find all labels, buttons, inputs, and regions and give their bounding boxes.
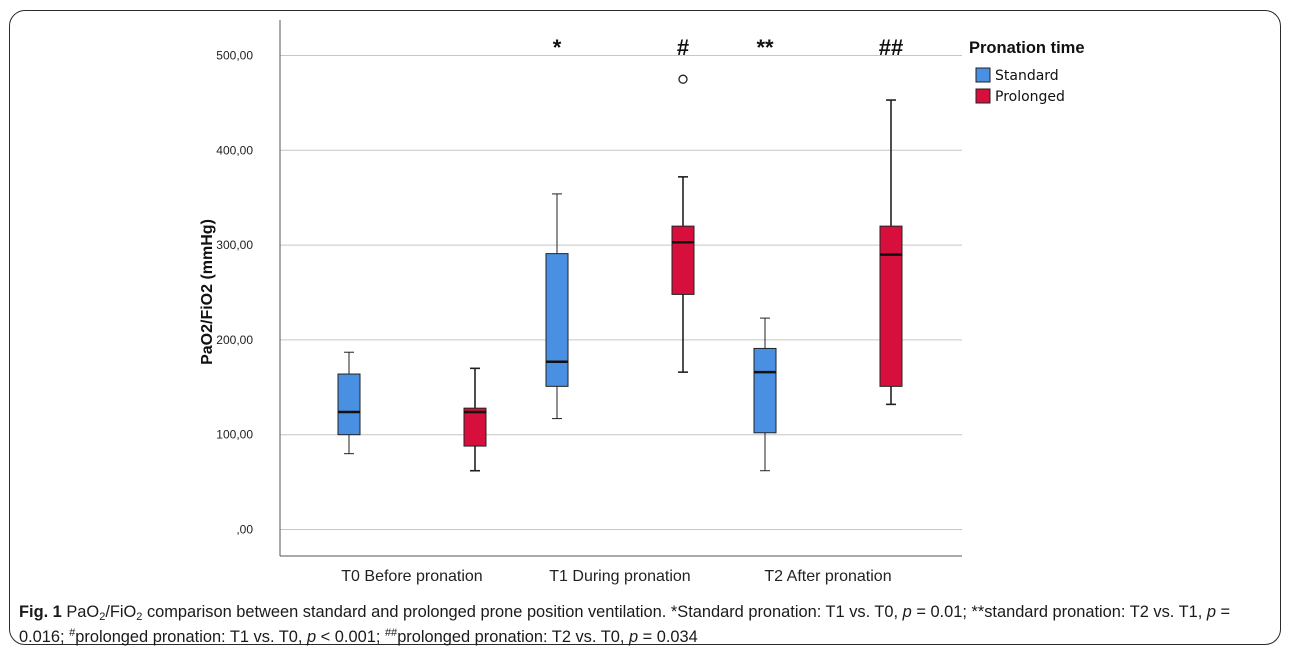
x-tick-label: T0 Before pronation (341, 568, 482, 585)
box-iqr (671, 225, 695, 295)
y-tick-label: ,00 (236, 523, 253, 537)
y-tick-label: 300,00 (216, 238, 253, 252)
legend-swatch (975, 67, 991, 83)
box-iqr (463, 407, 487, 447)
y-tick-label: 500,00 (216, 49, 253, 63)
caption-text: = 0.016; (19, 603, 1231, 646)
caption-p-symbol: p (1206, 603, 1216, 621)
caption-p-symbol: p (902, 603, 912, 621)
legend-label: Standard (995, 68, 1059, 84)
caption-text: prolonged pronation: T1 vs. T0, (75, 628, 307, 646)
caption-subscript: 2 (136, 611, 143, 623)
x-tick-label: T2 After pronation (764, 568, 891, 585)
significance-marker: * (553, 35, 562, 60)
y-tick-label: 200,00 (216, 333, 253, 347)
significance-marker: # (677, 35, 689, 60)
caption-text: /FiO (105, 603, 137, 621)
caption-text: PaO (66, 603, 100, 621)
box-iqr (545, 253, 569, 387)
caption-fig-label: Fig. 1 (19, 603, 62, 621)
caption-text: < 0.001; (316, 628, 385, 646)
figure-frame (9, 10, 1281, 645)
box-iqr (337, 373, 361, 436)
caption-text: = 0.01; **standard pronation: T2 vs. T1, (911, 603, 1207, 621)
caption-text: comparison between standard and prolonge… (142, 603, 903, 621)
caption-p-symbol: p (628, 628, 639, 646)
outlier-point (678, 74, 688, 84)
caption-superscript: # (69, 627, 76, 639)
y-axis-label: PaO2/FiO2 (mmHg) (199, 219, 216, 365)
caption-text: = 0.034 (638, 628, 698, 646)
significance-marker: ## (879, 35, 903, 60)
y-tick-label: 100,00 (216, 428, 253, 442)
caption-subscript: 2 (99, 611, 106, 623)
significance-marker: ** (756, 35, 774, 60)
box-iqr (879, 225, 903, 387)
x-tick-label: T1 During pronation (549, 568, 690, 585)
caption-p-symbol: p (307, 628, 317, 646)
box-iqr (753, 347, 777, 434)
caption-text: prolonged pronation: T2 vs. T0, (397, 628, 629, 646)
legend-label: Prolonged (995, 89, 1065, 105)
y-tick-label: 400,00 (216, 143, 253, 157)
legend-title: Pronation time (969, 39, 1085, 57)
caption-superscript: ## (384, 627, 398, 639)
legend-swatch (975, 88, 991, 104)
figure-caption: Fig. 1 PaO2/FiO2 comparison between stan… (19, 600, 1264, 650)
